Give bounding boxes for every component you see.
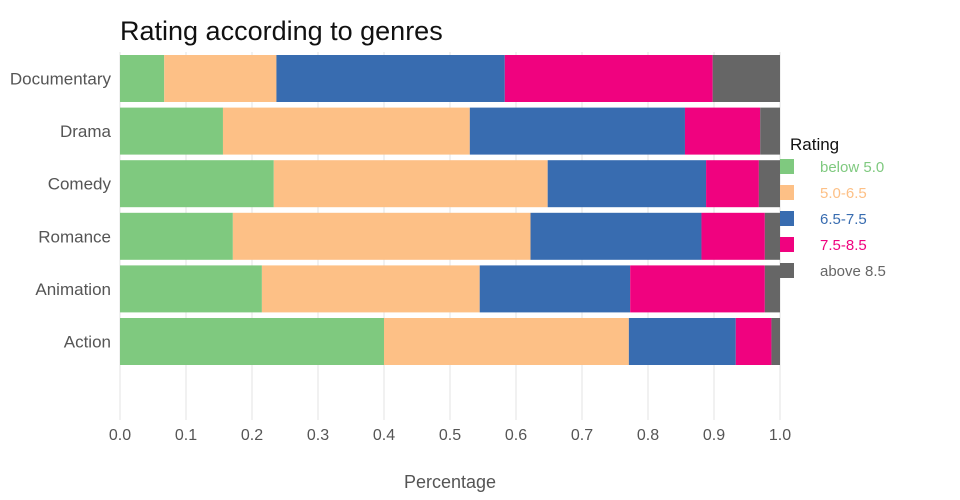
legend-swatch [780, 263, 794, 278]
bar-segment [706, 160, 759, 208]
bar-segment [276, 55, 505, 102]
bar-segment [758, 160, 780, 208]
bar-segment [469, 107, 685, 155]
x-tick-label: 0.2 [241, 427, 263, 444]
category-label: Animation [35, 280, 111, 299]
x-tick-label: 0.1 [175, 427, 197, 444]
bar-segment [222, 107, 470, 155]
x-axis-title: Percentage [404, 472, 496, 492]
bar-segment [273, 160, 548, 208]
bar-segment [547, 160, 707, 208]
bar-segment [479, 265, 631, 313]
legend-label: above 8.5 [820, 263, 886, 280]
legend-title: Rating [790, 135, 839, 154]
category-label: Romance [38, 227, 111, 246]
bar-segment [684, 107, 761, 155]
category-labels: Documentary Drama Comedy Romance Animation Ac… [10, 70, 112, 352]
x-tick-label: 0.5 [439, 427, 461, 444]
x-tick-label: 1.0 [769, 427, 791, 444]
bar-segment [120, 55, 165, 102]
bar-segment [120, 318, 384, 365]
bar-segment [120, 107, 223, 155]
category-label: Action [64, 333, 111, 352]
bar-segment [120, 265, 262, 313]
bar-segment [630, 265, 765, 313]
legend-label: 5.0-6.5 [820, 185, 867, 202]
bars [120, 55, 780, 365]
bar-segment [764, 212, 780, 260]
legend-swatch [780, 159, 794, 174]
legend-label: 7.5-8.5 [820, 237, 867, 254]
x-tick-label: 0.4 [373, 427, 395, 444]
bar-segment [384, 318, 629, 365]
bar-segment [628, 318, 736, 365]
bar-segment [261, 265, 480, 313]
x-tick-label: 0.7 [571, 427, 593, 444]
legend-swatch [780, 237, 794, 252]
legend-label: below 5.0 [820, 159, 884, 176]
bar-segment [120, 212, 233, 260]
x-tick-label: 0.6 [505, 427, 527, 444]
bar-segment [232, 212, 531, 260]
x-tick-label: 0.3 [307, 427, 329, 444]
bar-segment [735, 318, 772, 365]
bar-segment [771, 318, 780, 365]
legend-swatch [780, 185, 794, 200]
bar-segment [504, 55, 713, 102]
bar-segment [764, 265, 780, 313]
legend-swatch [780, 211, 794, 226]
chart-title: Rating according to genres [120, 16, 443, 46]
x-tick-label: 0.9 [703, 427, 725, 444]
category-label: Drama [60, 122, 112, 141]
bar-segment [530, 212, 702, 260]
x-tick-labels: 0.0 0.1 0.2 0.3 0.4 0.5 0.6 0.7 0.8 0.9 1.0 [109, 427, 791, 444]
legend: Rating below 5.0 5.0-6.5 6.5-7.5 7.5-8.5 abo… [780, 135, 886, 280]
bar-segment [760, 107, 780, 155]
category-label: Documentary [10, 70, 112, 89]
bar-segment [120, 160, 274, 208]
category-label: Comedy [48, 175, 112, 194]
x-tick-label: 0.8 [637, 427, 659, 444]
x-tick-label: 0.0 [109, 427, 131, 444]
bar-segment [701, 212, 765, 260]
legend-label: 6.5-7.5 [820, 211, 867, 228]
bar-segment [712, 55, 780, 102]
bar-segment [164, 55, 277, 102]
